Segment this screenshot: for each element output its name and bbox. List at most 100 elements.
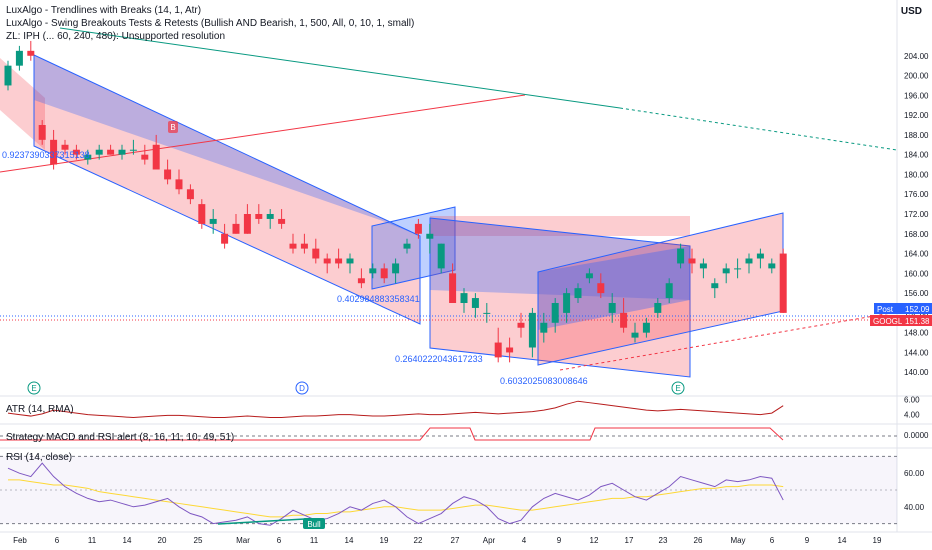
- candle-body[interactable]: [620, 312, 628, 328]
- candle-body[interactable]: [734, 268, 742, 270]
- x-tick-label[interactable]: 19: [380, 536, 389, 545]
- candle-body[interactable]: [243, 214, 251, 234]
- x-tick-label[interactable]: 17: [625, 536, 634, 545]
- candle-body[interactable]: [471, 298, 479, 308]
- candle-body[interactable]: [312, 248, 320, 259]
- candle-body[interactable]: [574, 288, 582, 299]
- candle-body[interactable]: [551, 303, 559, 323]
- x-tick-label[interactable]: 9: [557, 536, 562, 545]
- x-tick-label[interactable]: 22: [414, 536, 423, 545]
- candle-body[interactable]: [289, 243, 297, 249]
- x-tick-label[interactable]: 11: [88, 536, 97, 545]
- candle-body[interactable]: [460, 293, 468, 303]
- earnings-marker-2[interactable]: E: [671, 381, 685, 395]
- candle-body[interactable]: [403, 243, 411, 249]
- candle-body[interactable]: [608, 303, 616, 313]
- candle-body[interactable]: [722, 268, 730, 274]
- candle-body[interactable]: [540, 322, 548, 333]
- strategy-pane-label[interactable]: Strategy MACD and RSI alert (8, 16, 11, …: [6, 432, 235, 443]
- candle-body[interactable]: [152, 144, 160, 170]
- x-tick-label[interactable]: 14: [838, 536, 847, 545]
- indicator-legend-1[interactable]: LuxAlgo - Trendlines with Breaks (14, 1,…: [6, 5, 202, 16]
- candle-body[interactable]: [745, 258, 753, 264]
- candle-body[interactable]: [711, 283, 719, 289]
- x-tick-label[interactable]: 12: [590, 536, 599, 545]
- x-tick-label[interactable]: 6: [55, 536, 60, 545]
- x-tick-label[interactable]: 23: [659, 536, 668, 545]
- x-tick-label[interactable]: 14: [123, 536, 132, 545]
- candle-body[interactable]: [72, 149, 80, 155]
- x-tick-label[interactable]: 25: [194, 536, 203, 545]
- x-tick-label[interactable]: 6: [770, 536, 775, 545]
- candle-body[interactable]: [654, 303, 662, 313]
- candle-body[interactable]: [517, 322, 525, 328]
- indicator-legend-2[interactable]: LuxAlgo - Swing Breakouts Tests & Retest…: [6, 18, 415, 29]
- candle-body[interactable]: [779, 253, 787, 313]
- candle-body[interactable]: [369, 268, 377, 274]
- time-axis[interactable]: Feb 6 11 14 20 25 Mar 6 11 14 19 22 27 Apr 4 9 12 17 23 26 M…: [0, 531, 932, 545]
- x-tick-label[interactable]: 19: [873, 536, 882, 545]
- candle-body[interactable]: [266, 214, 274, 219]
- candle-body[interactable]: [4, 65, 12, 86]
- candle-body[interactable]: [642, 322, 650, 333]
- rsi-pane-label[interactable]: RSI (14, close): [6, 452, 73, 463]
- candle-body[interactable]: [528, 312, 536, 348]
- x-tick-label[interactable]: 11: [310, 536, 319, 545]
- candle-body[interactable]: [38, 125, 46, 140]
- candle-body[interactable]: [665, 283, 673, 299]
- candle-body[interactable]: [221, 233, 229, 244]
- x-tick-label[interactable]: 26: [694, 536, 703, 545]
- candle-body[interactable]: [323, 258, 331, 264]
- candle-body[interactable]: [426, 233, 434, 239]
- candle-body[interactable]: [255, 214, 263, 219]
- candle-body[interactable]: [392, 263, 400, 274]
- candles[interactable]: [4, 40, 787, 363]
- candle-body[interactable]: [380, 268, 388, 279]
- candle-body[interactable]: [335, 258, 343, 264]
- candle-body[interactable]: [506, 347, 514, 353]
- candle-body[interactable]: [414, 223, 422, 234]
- currency-label[interactable]: USD: [900, 6, 922, 17]
- x-tick-label[interactable]: 20: [158, 536, 167, 545]
- x-tick-label[interactable]: 27: [451, 536, 460, 545]
- candle-body[interactable]: [677, 248, 685, 264]
- candle-body[interactable]: [198, 204, 206, 224]
- candle-body[interactable]: [597, 283, 605, 294]
- candle-body[interactable]: [27, 50, 35, 56]
- candle-body[interactable]: [209, 218, 217, 224]
- candle-body[interactable]: [699, 263, 707, 269]
- candle-body[interactable]: [437, 243, 445, 269]
- x-tick-label[interactable]: Apr: [483, 536, 496, 545]
- candle-body[interactable]: [756, 253, 764, 259]
- candle-body[interactable]: [186, 189, 194, 200]
- x-tick-label[interactable]: 4: [522, 536, 527, 545]
- x-tick-label[interactable]: 14: [345, 536, 354, 545]
- candle-body[interactable]: [278, 218, 286, 224]
- candle-body[interactable]: [164, 169, 172, 180]
- candle-body[interactable]: [300, 243, 308, 249]
- candle-body[interactable]: [483, 312, 491, 314]
- candle-body[interactable]: [449, 273, 457, 303]
- candle-body[interactable]: [357, 278, 365, 284]
- candle-body[interactable]: [15, 50, 23, 66]
- candle-body[interactable]: [563, 293, 571, 313]
- candle-body[interactable]: [118, 149, 126, 155]
- candle-body[interactable]: [346, 258, 354, 264]
- candle-body[interactable]: [84, 154, 92, 160]
- candle-body[interactable]: [141, 154, 149, 160]
- x-tick-label[interactable]: May: [730, 536, 745, 545]
- candle-body[interactable]: [50, 139, 58, 165]
- candle-body[interactable]: [107, 149, 115, 155]
- candle-body[interactable]: [61, 144, 69, 150]
- indicator-legend-3[interactable]: ZL: IPH (... 60, 240, 480): Unsupported …: [6, 31, 226, 42]
- candle-body[interactable]: [688, 258, 696, 264]
- candle-body[interactable]: [129, 149, 137, 151]
- candle-body[interactable]: [631, 332, 639, 338]
- candle-body[interactable]: [232, 223, 240, 234]
- x-tick-label[interactable]: 6: [277, 536, 282, 545]
- candle-body[interactable]: [585, 273, 593, 279]
- x-tick-label[interactable]: 9: [805, 536, 810, 545]
- earnings-marker-1[interactable]: E: [27, 381, 41, 395]
- x-tick-label[interactable]: Mar: [236, 536, 250, 545]
